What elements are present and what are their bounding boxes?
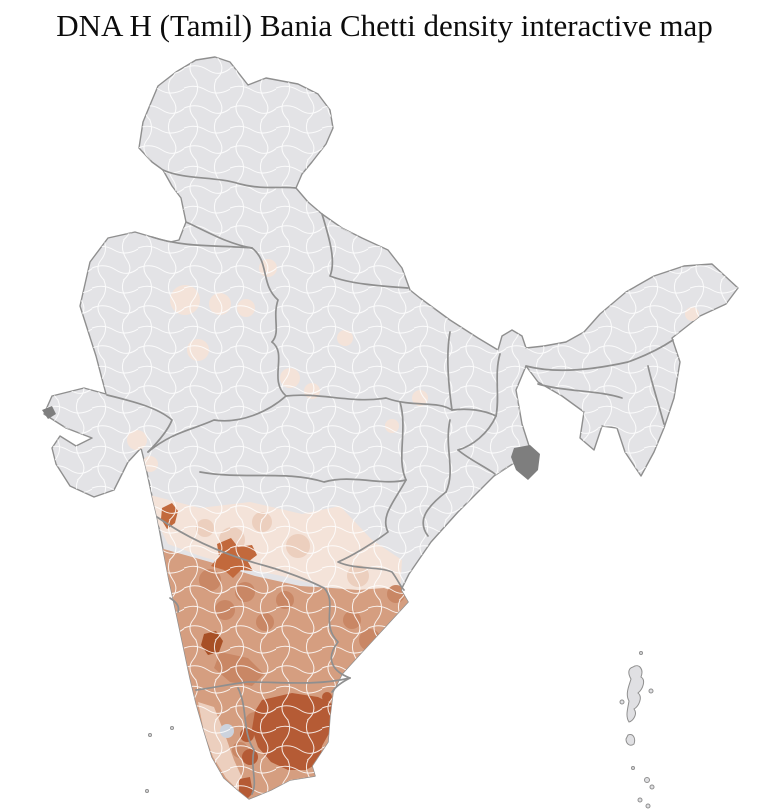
sundarbans-delta[interactable] [511, 445, 540, 480]
lakshadweep-islands[interactable] [145, 726, 174, 793]
kutch-tip-patch[interactable] [42, 406, 56, 419]
andaman-nicobar-islands[interactable] [619, 651, 655, 809]
state-borders [106, 169, 674, 795]
district-mesh-overlay [44, 57, 738, 799]
page-title: DNA H (Tamil) Bania Chetti density inter… [56, 8, 713, 43]
